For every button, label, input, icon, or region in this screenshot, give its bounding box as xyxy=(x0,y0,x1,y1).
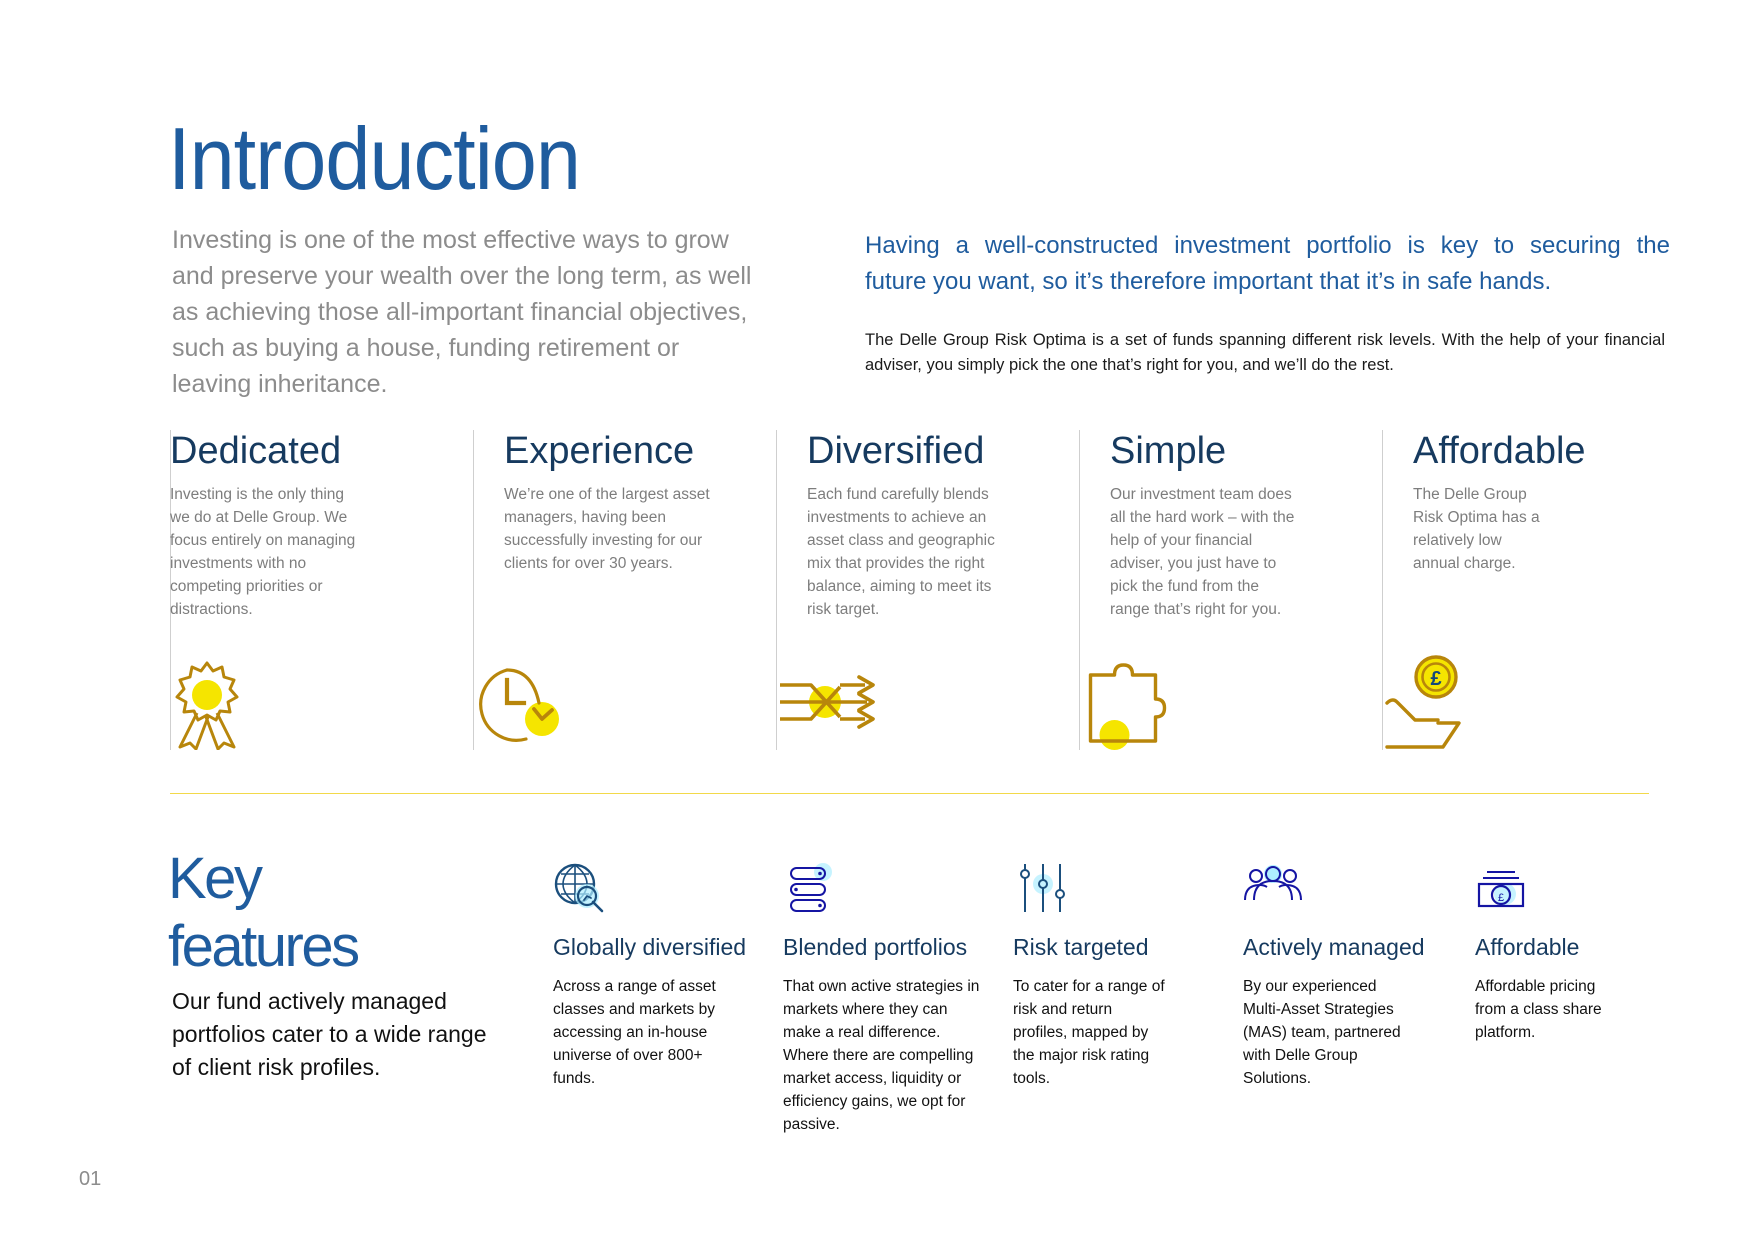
svg-text:£: £ xyxy=(1430,668,1441,690)
svg-text:£: £ xyxy=(1498,892,1504,904)
